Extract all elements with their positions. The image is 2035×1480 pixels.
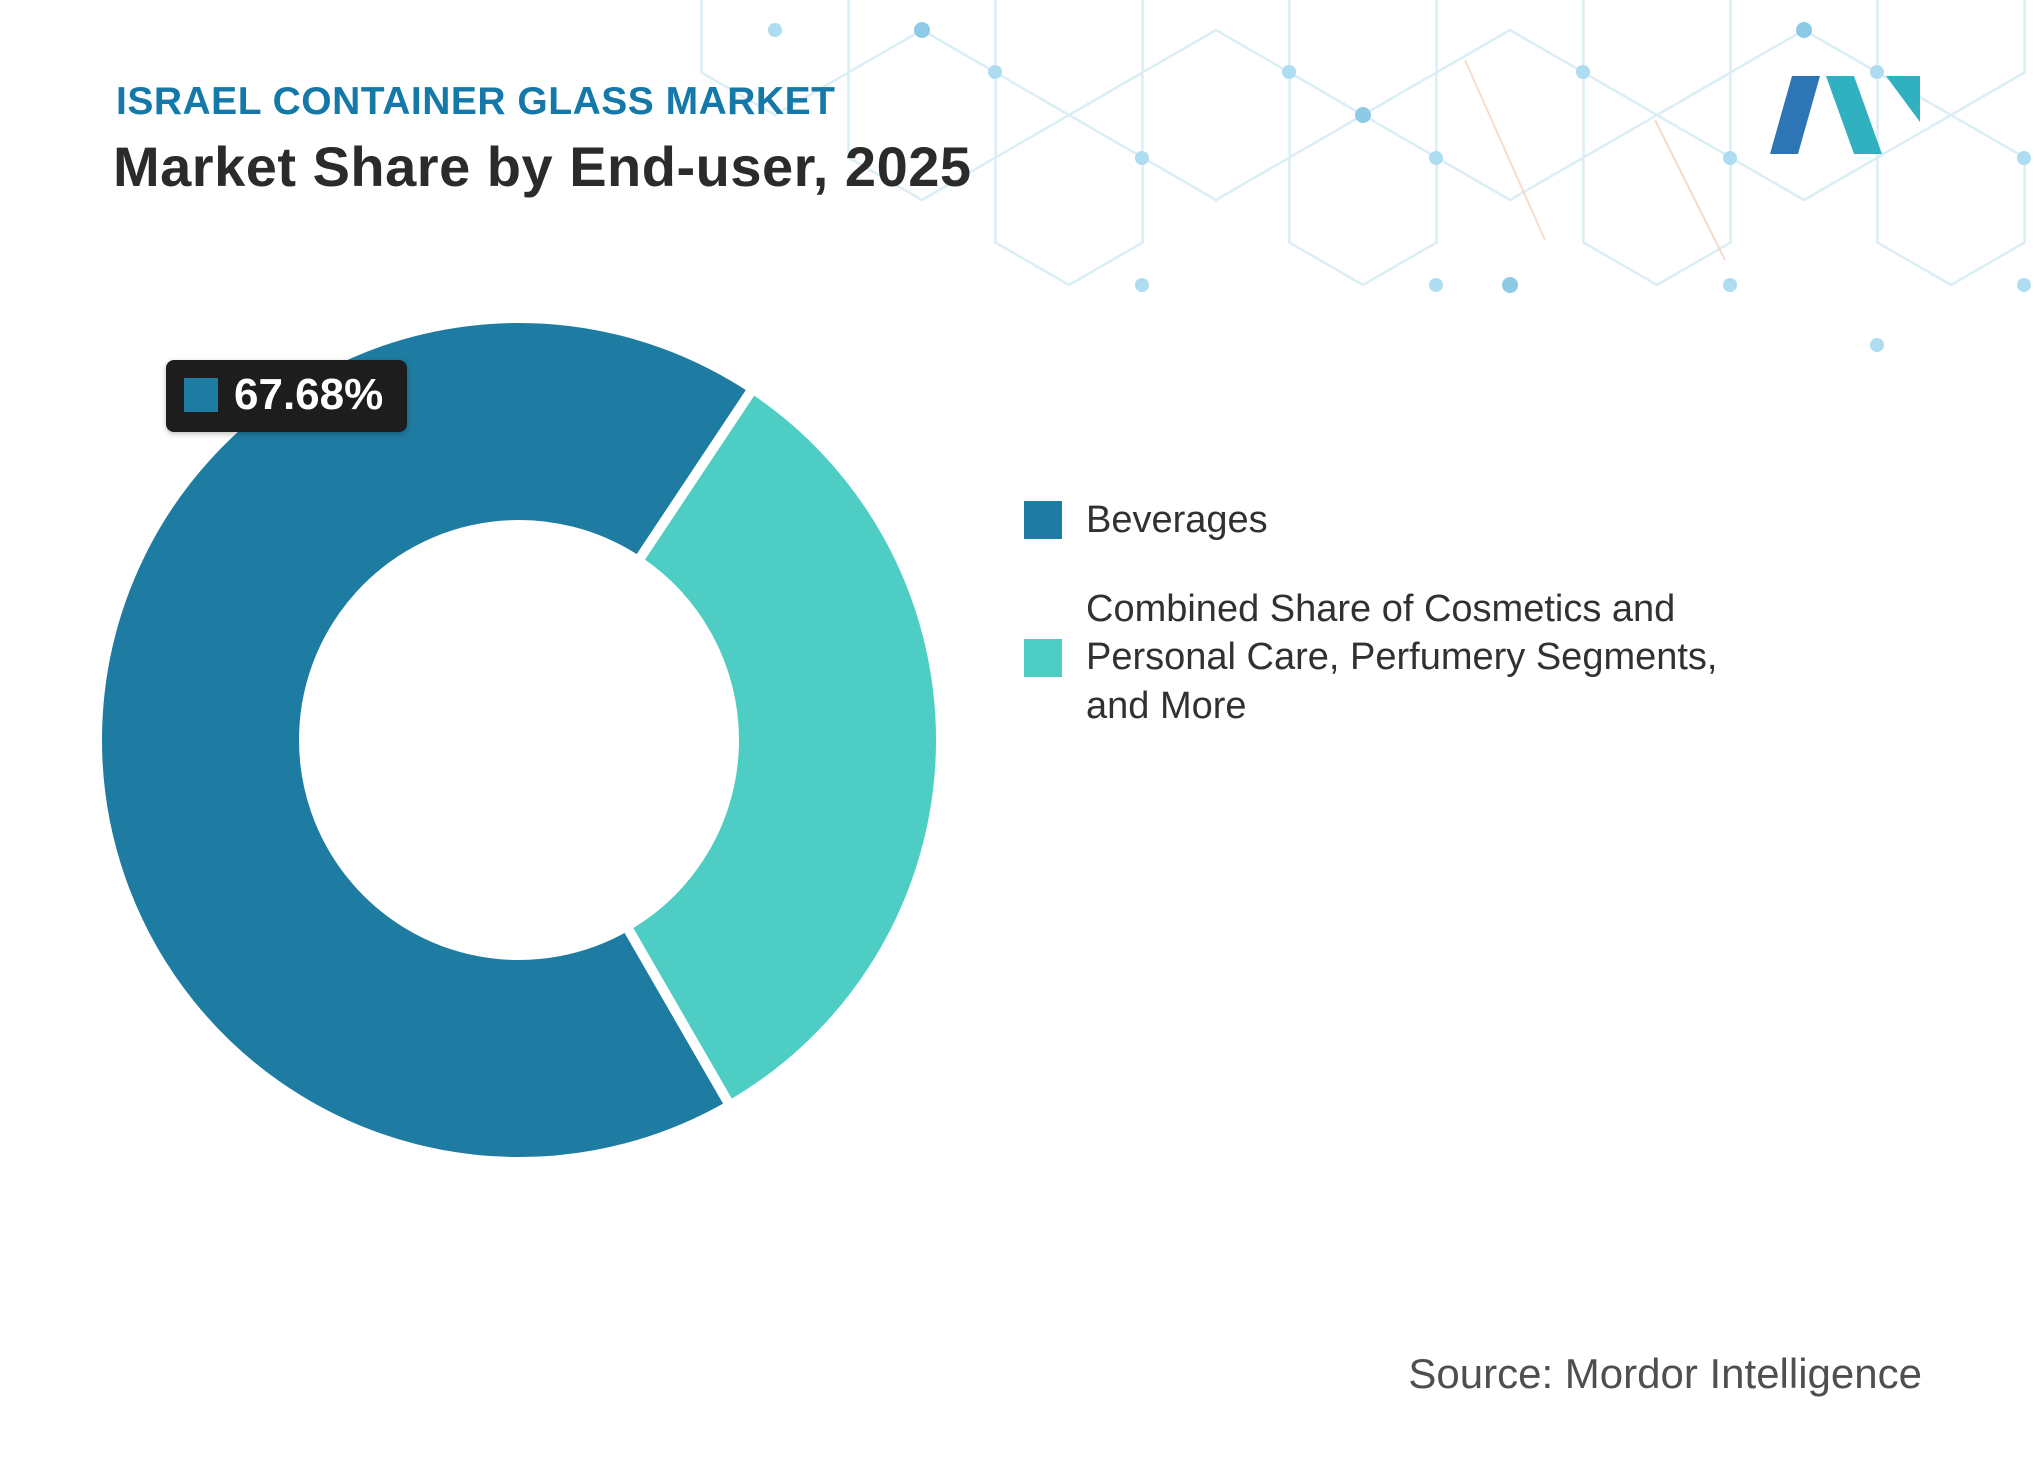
chart-legend: Beverages Combined Share of Cosmetics an… — [1024, 496, 1744, 731]
legend-swatch-beverages — [1024, 501, 1062, 540]
donut-slice: Combined Share of Cosmetics and Personal… — [621, 383, 946, 1111]
donut-chart-area: Beverages: 67.68%Combined Share of Cosme… — [91, 312, 947, 1168]
logo-left-bar — [1770, 76, 1820, 154]
logo-diagonal — [1826, 76, 1882, 154]
callout-swatch — [184, 378, 218, 412]
donut-chart: Beverages: 67.68%Combined Share of Cosme… — [92, 313, 946, 1167]
logo-right-flag — [1886, 76, 1920, 122]
legend-item-cosmetics: Combined Share of Cosmetics and Personal… — [1024, 585, 1744, 731]
legend-label-beverages: Beverages — [1086, 499, 1268, 541]
legend-swatch-cosmetics — [1024, 638, 1062, 677]
donut-slice: Beverages: 67.68% — [92, 313, 758, 1167]
report-eyebrow: ISRAEL CONTAINER GLASS MARKET — [116, 80, 836, 123]
callout-value: 67.68% — [234, 370, 384, 419]
legend-label-cosmetics: Combined Share of Cosmetics and Personal… — [1086, 587, 1718, 727]
mordor-intelligence-logo — [1770, 76, 1920, 154]
page-title: Market Share by End-user, 2025 — [113, 135, 972, 198]
data-label-callout: 67.68% — [166, 360, 408, 432]
legend-item-beverages: Beverages — [1024, 496, 1744, 545]
source-attribution: Source: Mordor Intelligence — [1408, 1350, 1922, 1397]
